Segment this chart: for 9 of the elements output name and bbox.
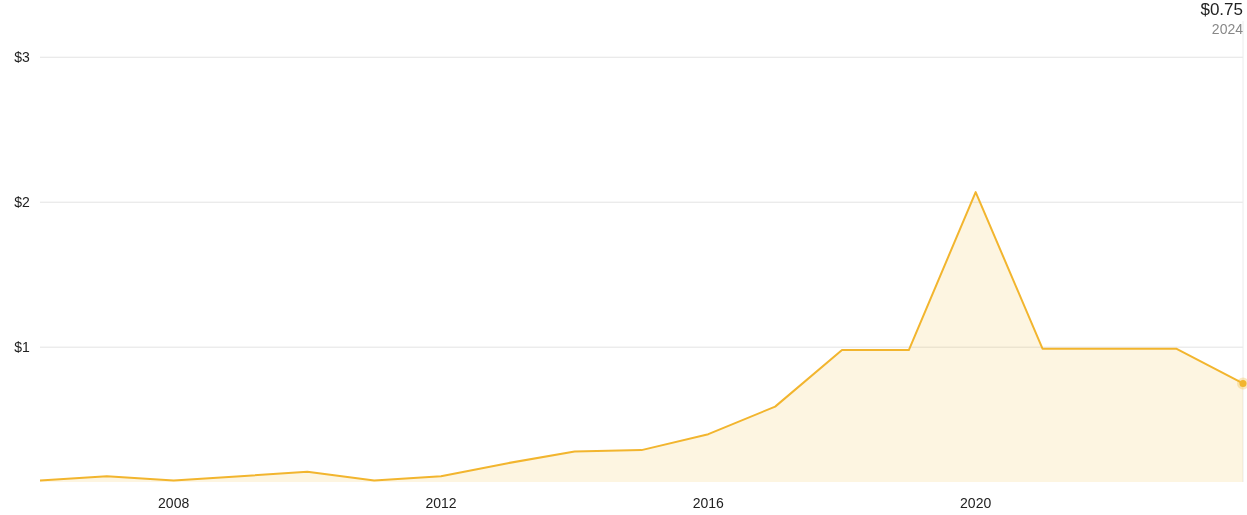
annotation: 2024 [1211,21,1244,37]
x-tick-label: 2008 [158,495,190,511]
y-tick-label: $1 [14,339,30,356]
y-tick-label: $2 [14,194,30,211]
y-tick-label: $3 [14,49,30,66]
x-tick-label: 2020 [960,495,992,511]
x-tick-label: 2012 [425,495,457,511]
x-tick-label: 2016 [692,495,725,511]
text: $0.75 [1200,0,1243,19]
